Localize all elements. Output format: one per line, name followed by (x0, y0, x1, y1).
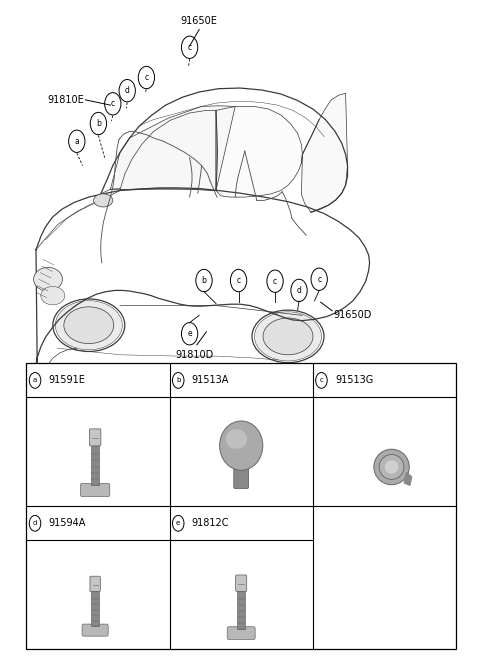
Text: c: c (317, 275, 321, 284)
Text: c: c (237, 276, 240, 285)
Bar (26, 363, 456, 649)
FancyBboxPatch shape (234, 459, 249, 489)
Text: 91810E: 91810E (47, 95, 84, 105)
Text: d: d (125, 86, 130, 95)
FancyBboxPatch shape (90, 576, 100, 591)
Text: 91810D: 91810D (175, 350, 214, 360)
FancyBboxPatch shape (81, 484, 110, 497)
Text: e: e (176, 520, 180, 526)
Polygon shape (216, 106, 302, 197)
Text: c: c (144, 73, 148, 82)
Text: 91594A: 91594A (48, 518, 86, 528)
Ellipse shape (226, 429, 247, 449)
Bar (237, 590, 245, 629)
Ellipse shape (263, 318, 313, 355)
Polygon shape (36, 188, 370, 389)
Ellipse shape (226, 454, 256, 464)
Text: 91812C: 91812C (192, 518, 229, 528)
Text: e: e (187, 329, 192, 338)
Ellipse shape (84, 631, 106, 635)
Ellipse shape (385, 460, 398, 474)
Text: d: d (33, 520, 37, 526)
Polygon shape (301, 93, 348, 212)
Text: 91513G: 91513G (335, 375, 373, 386)
FancyBboxPatch shape (82, 624, 108, 636)
Ellipse shape (34, 267, 62, 291)
Polygon shape (404, 472, 412, 486)
Bar (91, 445, 99, 486)
Text: b: b (96, 119, 101, 128)
FancyBboxPatch shape (89, 429, 101, 446)
Ellipse shape (64, 307, 114, 344)
FancyBboxPatch shape (227, 627, 255, 639)
Ellipse shape (220, 421, 263, 470)
Ellipse shape (252, 310, 324, 363)
Ellipse shape (53, 299, 125, 351)
Polygon shape (120, 110, 216, 191)
Text: a: a (33, 377, 37, 384)
Text: 91650D: 91650D (334, 310, 372, 321)
Text: b: b (202, 276, 206, 285)
Ellipse shape (94, 194, 113, 207)
Polygon shape (110, 106, 235, 191)
Text: d: d (297, 286, 301, 295)
Text: c: c (188, 43, 192, 52)
Ellipse shape (55, 301, 122, 350)
Text: c: c (273, 277, 277, 286)
Bar (91, 590, 99, 626)
Text: a: a (74, 137, 79, 146)
FancyBboxPatch shape (236, 575, 247, 591)
Text: 91513A: 91513A (192, 375, 229, 386)
Ellipse shape (374, 449, 409, 485)
Ellipse shape (41, 286, 65, 305)
Ellipse shape (379, 455, 404, 480)
Ellipse shape (230, 633, 252, 639)
Text: b: b (176, 377, 180, 384)
Ellipse shape (254, 312, 322, 361)
Text: c: c (111, 99, 115, 108)
Text: 91650E: 91650E (181, 16, 217, 26)
Text: 91591E: 91591E (48, 375, 85, 386)
Text: c: c (320, 377, 324, 384)
Ellipse shape (83, 491, 107, 496)
